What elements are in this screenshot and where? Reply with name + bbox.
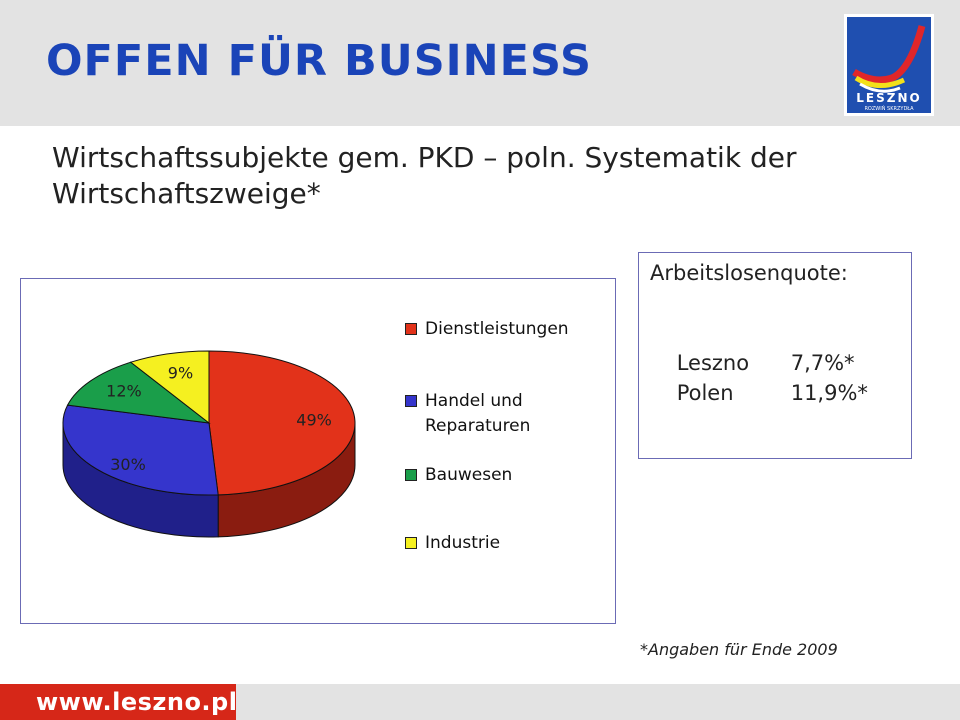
- slice-industrie: [129, 350, 210, 425]
- legend-label: Dienstleistungen: [425, 319, 569, 339]
- data-label-bauwesen: 12%: [106, 382, 142, 401]
- unemployment-row-leszno: Leszno 7,7%*: [650, 327, 855, 399]
- slice-handel: [62, 404, 219, 496]
- legend-label: Industrie: [425, 533, 501, 553]
- slice-dienstleistungen: [208, 350, 356, 496]
- unemployment-title: Arbeitslosenquote:: [650, 261, 848, 285]
- legend-item-industrie: Industrie: [405, 531, 605, 556]
- legend-item-handel: Handel und Reparaturen: [405, 389, 605, 439]
- legend-label: Bauwesen: [425, 465, 513, 485]
- footer-red-band: [0, 684, 236, 720]
- unemployment-box: Arbeitslosenquote: Leszno 7,7%* Polen 11,9…: [638, 252, 912, 459]
- legend-item-bauwesen: Bauwesen: [405, 463, 605, 488]
- data-label-industrie: 9%: [168, 364, 193, 383]
- row-city: Polen: [676, 381, 734, 405]
- logo-name: LESZNO: [856, 91, 921, 105]
- slide-subtitle: Wirtschaftssubjekte gem. PKD – poln. Sys…: [52, 141, 797, 210]
- pie-chart: 49% 30% 12% 9%: [62, 350, 356, 538]
- legend-label: Handel und Reparaturen: [425, 391, 531, 436]
- legend-swatch: [405, 537, 417, 549]
- leszno-logo: LESZNO ROZWIŃ SKRZYDŁA: [844, 14, 934, 116]
- pie-chart-panel: 49% 30% 12% 9% Dienstleistungen Handel und Re…: [20, 278, 616, 624]
- footer-gray-band: [236, 684, 960, 720]
- page-title: OFFEN FÜR BUSINESS: [46, 36, 593, 86]
- legend-swatch: [405, 395, 417, 407]
- legend-swatch: [405, 323, 417, 335]
- footer-url-link[interactable]: www.leszno.pl: [36, 688, 238, 716]
- slice-bauwesen: [66, 361, 211, 424]
- unemployment-row-polen: Polen 11,9%*: [650, 357, 868, 429]
- row-value: 11,9%*: [790, 381, 868, 405]
- row-city: Leszno: [676, 351, 750, 375]
- data-label-dienstleistungen: 49%: [296, 410, 332, 429]
- legend-swatch: [405, 469, 417, 481]
- logo-tagline: ROZWIŃ SKRZYDŁA: [864, 105, 914, 112]
- data-label-handel: 30%: [110, 455, 146, 474]
- header-band: [0, 0, 960, 126]
- footnote: *Angaben für Ende 2009: [640, 640, 838, 659]
- legend-item-dienstleistungen: Dienstleistungen: [405, 317, 605, 342]
- row-value: 7,7%*: [790, 351, 855, 375]
